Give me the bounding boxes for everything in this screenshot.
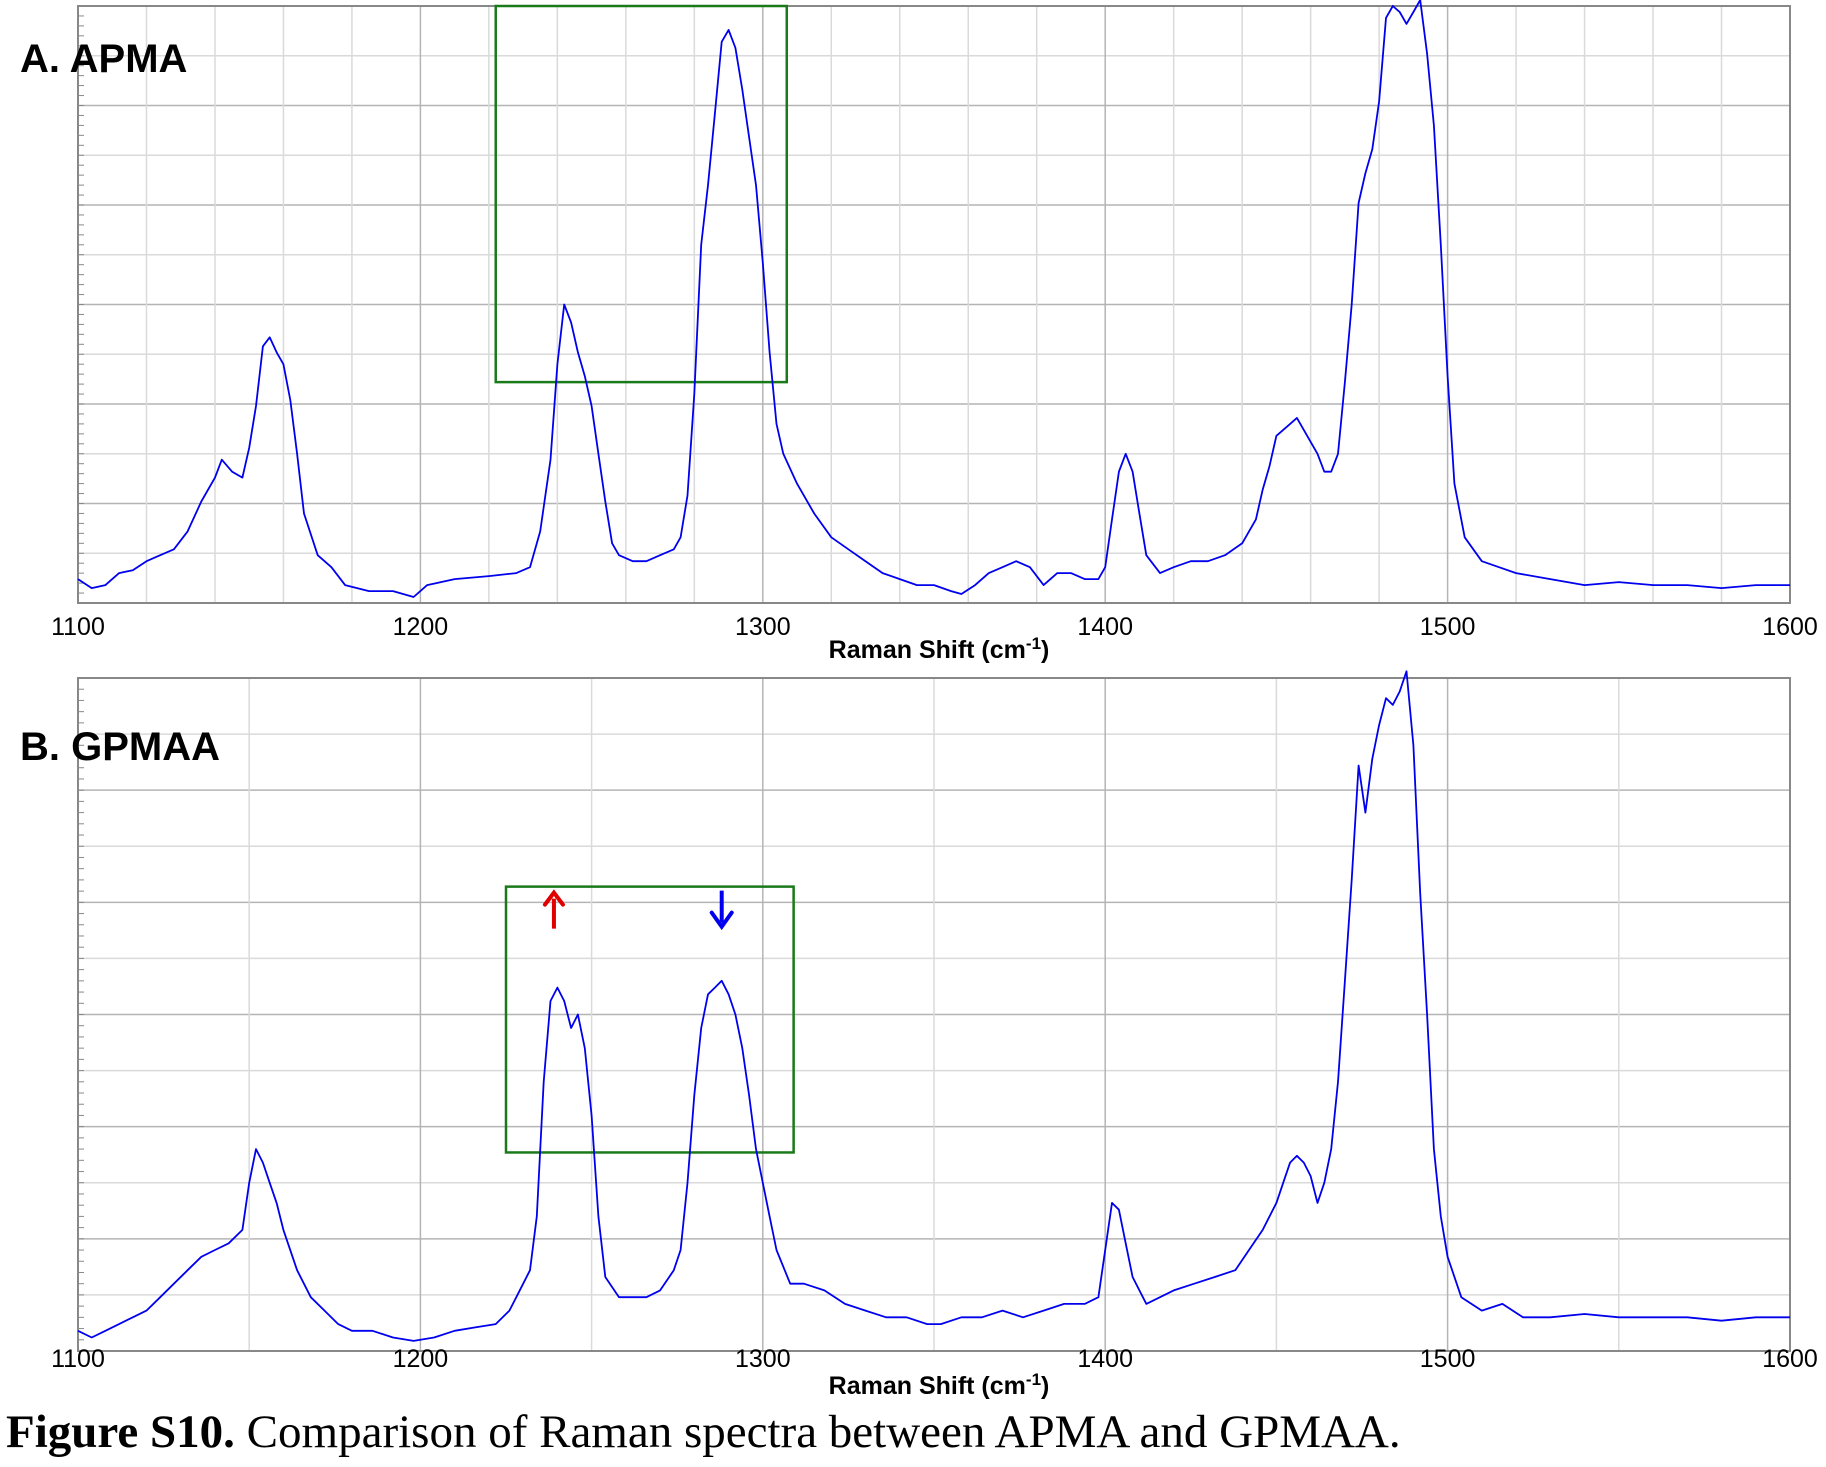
caption-text: Comparison of Raman spectra between APMA… <box>234 1406 1401 1458</box>
highlight-box <box>494 4 789 384</box>
panel-label: A. APMA <box>20 37 187 81</box>
x-tick-label: 1200 <box>393 1345 449 1373</box>
spectrum-line <box>77 0 1790 598</box>
x-tick-label: 1500 <box>1420 613 1476 641</box>
x-tick-label: 1200 <box>393 613 449 641</box>
figure-caption: Figure S10. Comparison of Raman spectra … <box>6 1405 1816 1465</box>
x-tick-label: 1300 <box>735 1345 791 1373</box>
caption-label: Figure S10. <box>6 1406 235 1458</box>
arrow-down-icon <box>709 890 734 931</box>
x-axis-title: Raman Shift (cm-1) <box>829 1370 1050 1401</box>
panel-a: 1100 1200 1300 1400 1500 1600 Raman Shift (cm-… <box>20 0 1818 664</box>
x-tick-label: 1400 <box>1077 613 1133 641</box>
x-tick-label: 1100 <box>51 1345 105 1373</box>
x-tick-label: 1400 <box>1077 1345 1133 1373</box>
panel-b: 1100 1200 1300 1400 1500 1600 Raman Shift (cm-… <box>20 670 1818 1401</box>
arrow-up-icon <box>542 889 565 929</box>
x-axis-title: Raman Shift (cm-1) <box>829 634 1050 665</box>
x-tick-label: 1300 <box>735 613 791 641</box>
x-tick-label: 1500 <box>1420 1345 1476 1373</box>
panel-label: B. GPMAA <box>20 725 220 769</box>
spectrum-line <box>77 670 1790 1342</box>
x-tick-label: 1100 <box>51 613 105 641</box>
x-tick-label: 1600 <box>1762 1345 1818 1373</box>
x-tick-label: 1600 <box>1762 613 1818 641</box>
raman-spectra-figure: 1100 1200 1300 1400 1500 1600 Raman Shift (cm-… <box>20 0 1818 1401</box>
highlight-box <box>504 885 795 1154</box>
